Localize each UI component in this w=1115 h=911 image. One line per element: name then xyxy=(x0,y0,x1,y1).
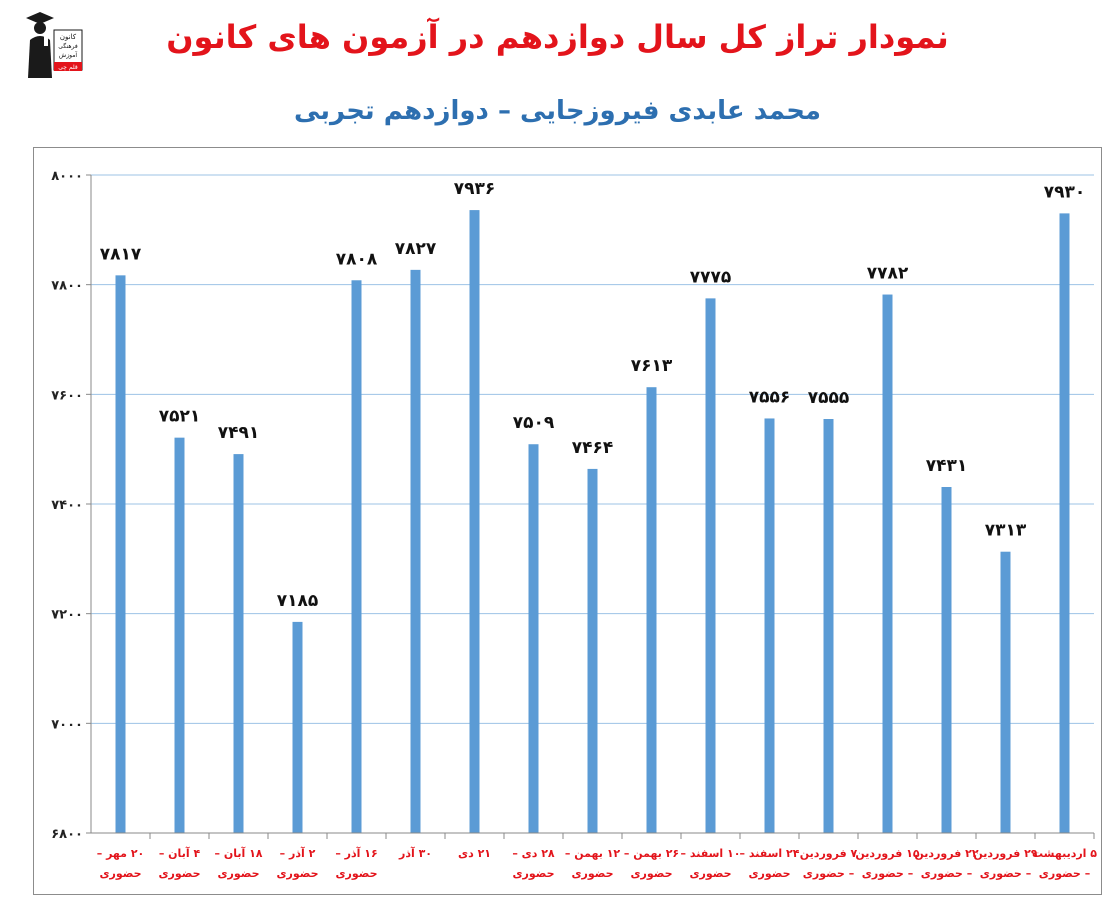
x-label-1-line-1: ۲۰ مهر – xyxy=(97,847,145,860)
x-label-9-line-1: ۱۲ بهمن – xyxy=(565,847,621,860)
x-label-14-line-2: – حضوری xyxy=(862,867,913,880)
x-label-2-line-1: ۴ آبان – xyxy=(159,846,201,860)
value-label-10: ۷۶۱۳ xyxy=(631,356,673,376)
x-label-15-line-2: – حضوری xyxy=(921,867,972,880)
bar-4 xyxy=(292,621,303,833)
bar-3 xyxy=(233,454,244,833)
value-label-5: ۷۸۰۸ xyxy=(336,249,378,269)
bar-5 xyxy=(351,280,362,833)
bar-8 xyxy=(528,444,539,833)
value-label-16: ۷۳۱۳ xyxy=(985,521,1027,541)
x-label-5-line-2: حضوری xyxy=(335,867,377,880)
chart-title: نمودار تراز کل سال دوازدهم در آزمون های … xyxy=(166,18,949,56)
value-label-13: ۷۵۵۵ xyxy=(808,388,850,408)
bar-15 xyxy=(941,487,952,833)
kanoon-logo-graphic: کانون فرهنگی آموزش قلم چی xyxy=(26,12,83,78)
x-label-17-line-1: ۵ اردیبهشت xyxy=(1032,847,1097,860)
x-label-15-line-1: ۲۲ فروردین xyxy=(914,847,978,860)
chart-frame: ۶۸۰۰ ۷۰۰۰ ۷۲۰۰ ۷۴۰۰ ۷۶۰۰ ۷۸۰۰ ۸۰۰۰ ۷۸۱۷ ۷۵۲۱ ۷۴۹… xyxy=(33,147,1102,895)
x-label-8-line-2: حضوری xyxy=(512,867,554,880)
value-label-7: ۷۹۳۶ xyxy=(454,179,496,199)
bar-11 xyxy=(705,298,716,833)
x-label-7-line-1: ۲۱ دی xyxy=(458,847,491,860)
x-label-2-line-2: حضوری xyxy=(158,867,200,880)
x-label-10-line-1: ۲۶ بهمن – xyxy=(624,847,679,860)
x-label-11-line-2: حضوری xyxy=(689,867,731,880)
logo-line-1: کانون xyxy=(60,33,77,41)
logo-line-2: فرهنگی xyxy=(58,42,78,50)
x-label-8-line-1: ۲۸ دی – xyxy=(512,847,555,860)
bar-12 xyxy=(764,418,775,833)
bar-7 xyxy=(469,210,480,834)
value-label-6: ۷۸۲۷ xyxy=(395,239,437,259)
value-label-11: ۷۷۷۵ xyxy=(690,267,732,287)
x-label-16-line-2: – حضوری xyxy=(980,867,1031,880)
bar-16 xyxy=(1000,551,1011,833)
ytick-label-7000: ۷۰۰۰ xyxy=(51,717,83,732)
logo-line-3: آموزش xyxy=(59,50,78,59)
chart-subtitle: محمد عابدی فیروزجایی – دوازدهم تجربی xyxy=(293,96,822,126)
bar-6 xyxy=(410,269,421,833)
bar-17 xyxy=(1059,213,1070,834)
value-label-17: ۷۹۳۰ xyxy=(1044,182,1086,202)
bar-10 xyxy=(646,387,657,833)
value-label-1: ۷۸۱۷ xyxy=(100,244,142,264)
ytick-label-8000: ۸۰۰۰ xyxy=(51,169,83,184)
x-label-4-line-2: حضوری xyxy=(276,867,318,880)
x-label-12-line-2: حضوری xyxy=(748,867,790,880)
x-label-17-line-2: – حضوری xyxy=(1039,867,1090,880)
bar-1 xyxy=(115,275,126,834)
x-label-13-line-2: – حضوری xyxy=(803,867,854,880)
value-labels: ۷۸۱۷ ۷۵۲۱ ۷۴۹۱ ۷۱۸۵ ۷۸۰۸ ۷۸۲۷ ۷۹۳۶ ۷۵۰۹ ۷۴۶۴ ۷۶۱۳… xyxy=(100,179,1086,611)
value-label-15: ۷۴۳۱ xyxy=(926,456,968,476)
x-label-10-line-2: حضوری xyxy=(630,867,672,880)
ytick-label-7600: ۷۶۰۰ xyxy=(51,388,83,403)
value-label-3: ۷۴۹۱ xyxy=(218,423,260,443)
value-label-4: ۷۱۸۵ xyxy=(277,591,319,611)
x-label-13-line-1: ۷ فروردین xyxy=(800,847,858,860)
ytick-label-7400: ۷۴۰۰ xyxy=(51,498,83,513)
bars xyxy=(115,210,1070,834)
ytick-label-6800: ۶۸۰۰ xyxy=(51,827,83,842)
value-label-9: ۷۴۶۴ xyxy=(572,438,614,458)
x-axis-labels: ۲۰ مهر – حضوری ۴ آبان – حضوری ۱۸ آبان – حضوری… xyxy=(91,832,1097,880)
bar-chart: ۶۸۰۰ ۷۰۰۰ ۷۲۰۰ ۷۴۰۰ ۷۶۰۰ ۷۸۰۰ ۸۰۰۰ ۷۸۱۷ ۷۵۲۱ ۷۴۹… xyxy=(51,169,1097,880)
bar-9 xyxy=(587,468,598,833)
x-label-1-line-2: حضوری xyxy=(99,867,141,880)
ytick-label-7200: ۷۲۰۰ xyxy=(51,608,83,623)
bar-13 xyxy=(823,419,834,833)
value-label-2: ۷۵۲۱ xyxy=(159,407,201,427)
ytick-label-7800: ۷۸۰۰ xyxy=(51,279,83,294)
x-label-6-line-1: ۳۰ آذر xyxy=(398,846,432,860)
value-label-8: ۷۵۰۹ xyxy=(513,413,555,433)
x-label-4-line-1: ۲ آذر – xyxy=(280,846,316,860)
x-label-3-line-1: ۱۸ آبان – xyxy=(214,846,262,860)
x-label-12-line-1: ۲۴ اسفند – xyxy=(740,847,800,860)
value-label-14: ۷۷۸۲ xyxy=(867,264,909,284)
logo-line-4: قلم چی xyxy=(58,64,78,71)
value-label-12: ۷۵۵۶ xyxy=(749,387,791,407)
kanoon-logo: کانون فرهنگی آموزش قلم چی xyxy=(18,8,84,82)
x-label-14-line-1: ۱۵ فروردین xyxy=(855,847,919,860)
x-label-3-line-2: حضوری xyxy=(217,867,259,880)
x-label-16-line-1: ۲۹ فروردین xyxy=(973,847,1037,860)
bar-14 xyxy=(882,294,893,833)
y-axis-ticks: ۶۸۰۰ ۷۰۰۰ ۷۲۰۰ ۷۴۰۰ ۷۶۰۰ ۷۸۰۰ ۸۰۰۰ xyxy=(51,169,92,842)
x-label-11-line-1: ۱۰ اسفند – xyxy=(681,847,741,860)
x-label-9-line-2: حضوری xyxy=(571,867,613,880)
bar-2 xyxy=(174,437,185,833)
x-label-5-line-1: ۱۶ آذر – xyxy=(335,846,377,860)
